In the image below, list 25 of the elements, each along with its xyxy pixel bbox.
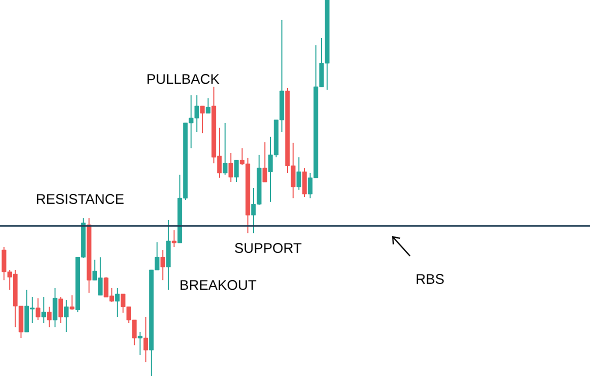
annotation: BREAKOUT [180,280,256,290]
annotation: RBS [416,274,444,284]
annotation: PULLBACK [148,74,220,84]
annotation: SUPPORT [234,243,302,253]
candlestick [222,122,228,176]
candlestick [302,168,307,198]
candlestick [115,288,120,318]
candlestick [206,98,210,114]
candlestick [234,160,239,182]
annotation: RESISTANCE [36,194,124,204]
candlestick [296,156,302,190]
candlestick [143,316,148,363]
candlestick [172,230,176,248]
candlestick [200,106,205,134]
candlestick [52,288,58,328]
candlestick [36,298,40,320]
candlestick [160,250,166,281]
candlestick [64,300,69,333]
candlestick [58,296,63,324]
candlestick [138,332,142,356]
candlestick [70,294,74,310]
candlestick [228,152,234,182]
candlestick [47,306,52,328]
candlestick [41,296,46,324]
candlestick [262,142,268,182]
